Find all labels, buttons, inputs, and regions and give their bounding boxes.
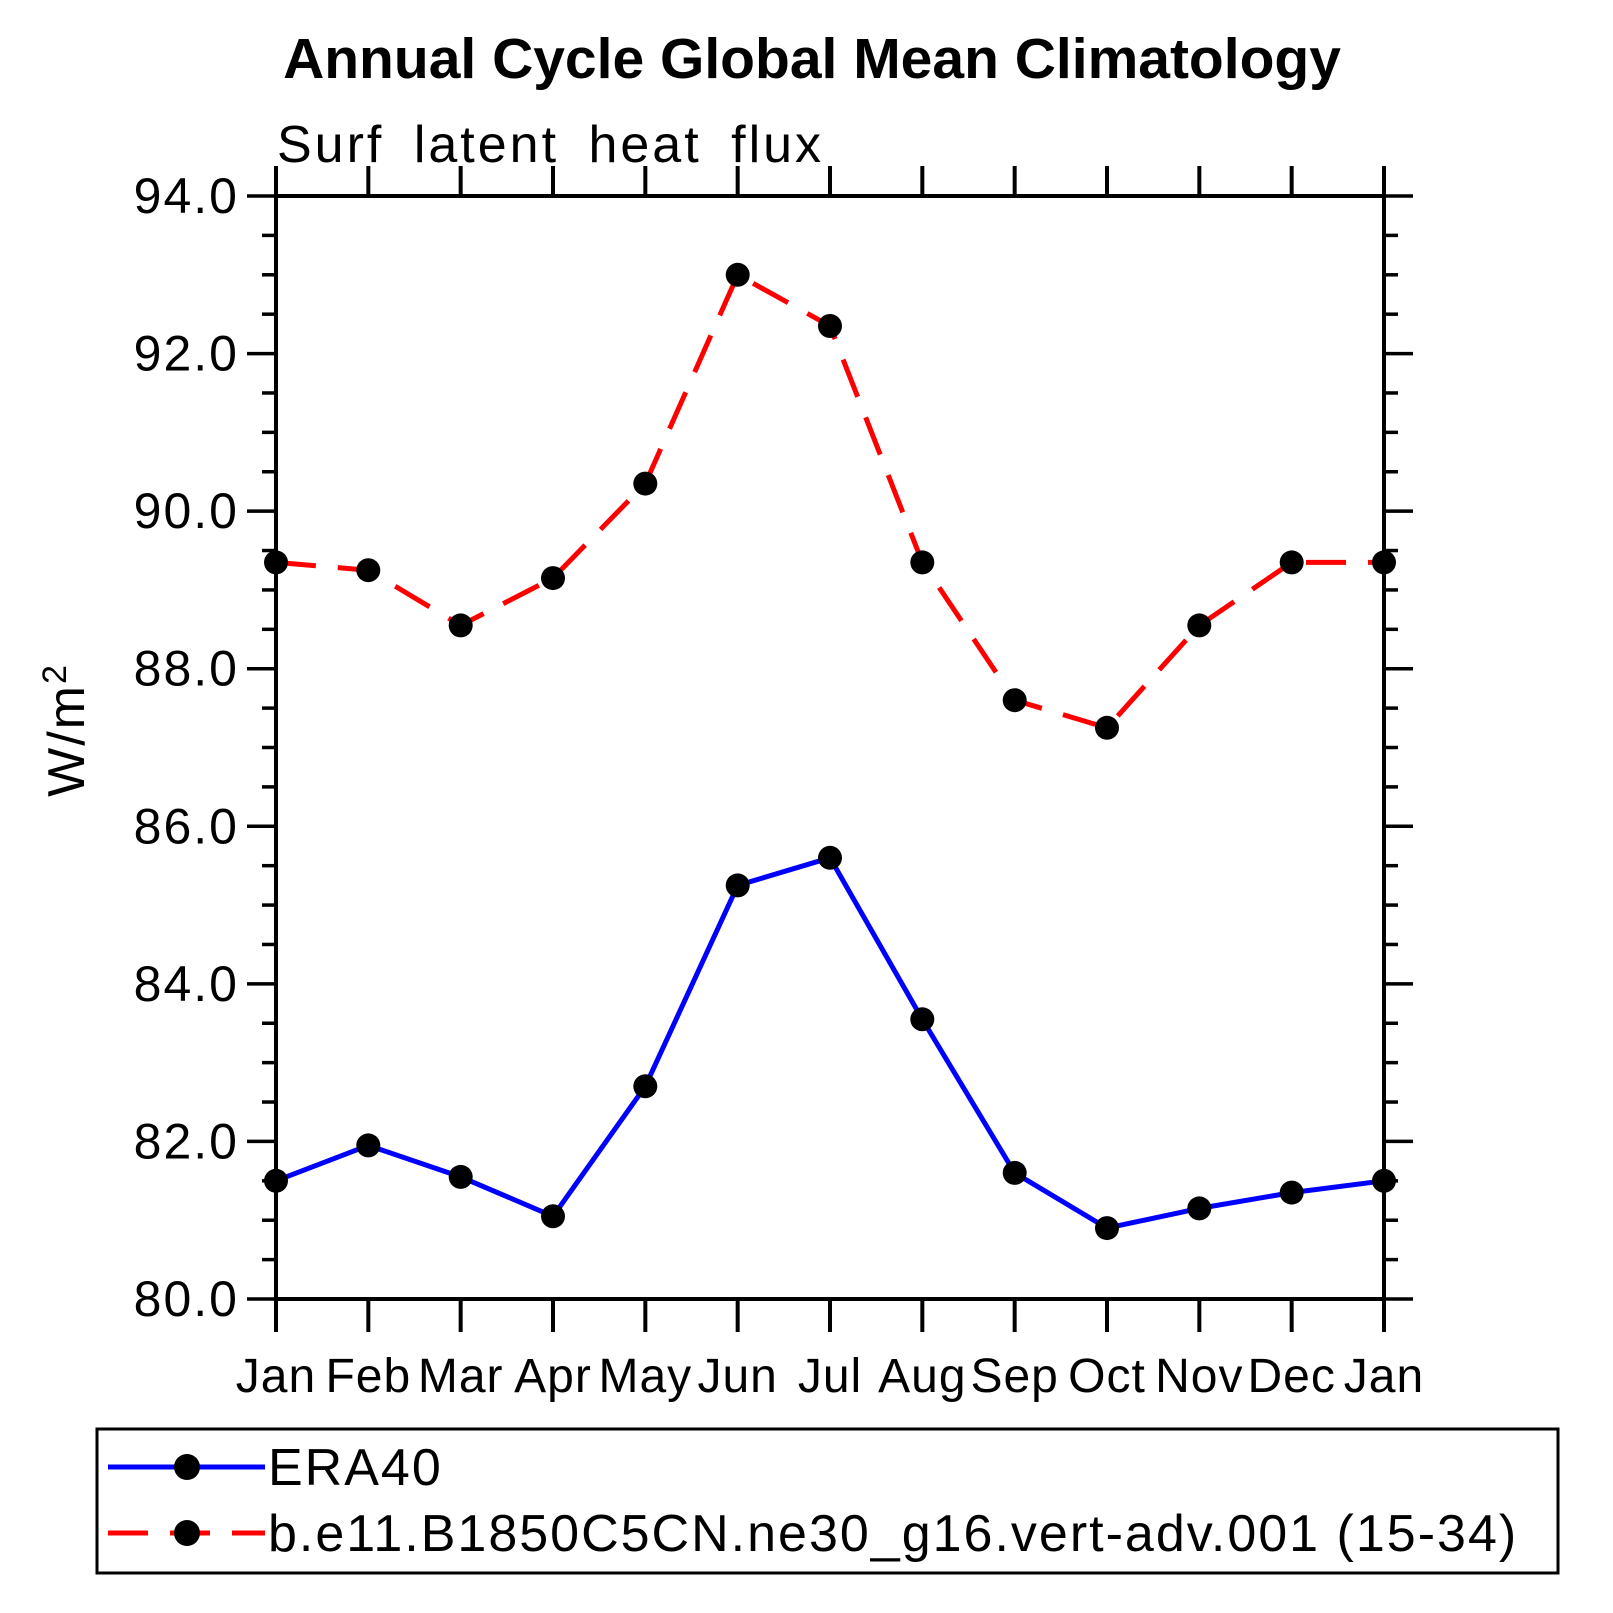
y-tick-label: 82.0 bbox=[134, 1113, 239, 1169]
data-point-marker bbox=[725, 262, 750, 287]
x-tick-label: Sep bbox=[970, 1350, 1058, 1403]
data-point-marker bbox=[356, 1133, 381, 1158]
chart-title: Annual Cycle Global Mean Climatology bbox=[283, 27, 1341, 91]
x-tick-label: Nov bbox=[1155, 1350, 1243, 1403]
x-tick-label: Feb bbox=[325, 1350, 411, 1403]
series-line-1 bbox=[275, 272, 1384, 731]
legend-label-era40: ERA40 bbox=[268, 1439, 443, 1497]
data-point-marker bbox=[448, 613, 473, 638]
legend-item-model: b.e11.B1850C5CN.ne30_g16.vert-adv.001 (1… bbox=[108, 1505, 1518, 1563]
x-axis-tick-labels: Jan Feb Mar Apr May Jun Jul Aug Sep Oct Nov Dec Jan bbox=[236, 1350, 1424, 1403]
data-point-marker bbox=[1002, 688, 1027, 713]
data-point-marker bbox=[910, 550, 935, 575]
x-tick-label: May bbox=[598, 1350, 692, 1403]
x-tick-label: Jan bbox=[1344, 1350, 1424, 1403]
x-tick-label: Dec bbox=[1247, 1350, 1335, 1403]
data-point-marker bbox=[1279, 550, 1304, 575]
y-tick-label: 90.0 bbox=[134, 483, 239, 539]
data-point-marker bbox=[1187, 1196, 1212, 1221]
data-point-marker bbox=[448, 1164, 473, 1189]
series-layer bbox=[264, 262, 1396, 1241]
x-tick-label: Apr bbox=[514, 1350, 592, 1403]
y-tick-label: 84.0 bbox=[134, 956, 239, 1012]
data-point-marker bbox=[910, 1007, 935, 1032]
x-tick-label: Jun bbox=[697, 1350, 777, 1403]
legend-marker-dot-icon bbox=[174, 1520, 200, 1546]
data-point-marker bbox=[356, 558, 381, 583]
data-point-marker bbox=[1187, 613, 1212, 638]
data-point-marker bbox=[1095, 715, 1119, 740]
data-point-marker bbox=[541, 1204, 565, 1229]
plot-border bbox=[274, 194, 1386, 1301]
legend-label-model: b.e11.B1850C5CN.ne30_g16.vert-adv.001 (1… bbox=[268, 1505, 1518, 1563]
y-tick-label: 94.0 bbox=[134, 168, 239, 224]
data-point-marker bbox=[725, 873, 750, 898]
x-tick-label: Oct bbox=[1068, 1350, 1146, 1403]
x-tick-label: Jan bbox=[236, 1350, 316, 1403]
series-line-0 bbox=[275, 855, 1385, 1231]
y-tick-label: 86.0 bbox=[134, 798, 239, 854]
y-axis-tick-labels: 80.0 82.0 84.0 86.0 88.0 90.0 92.0 94.0 bbox=[134, 168, 239, 1327]
y-axis-label: W/m2 bbox=[36, 663, 96, 797]
legend: ERA40 b.e11.B1850C5CN.ne30_g16.vert-adv.… bbox=[95, 1427, 1560, 1575]
x-tick-label: Jul bbox=[798, 1350, 862, 1403]
legend-marker-dot-icon bbox=[174, 1454, 200, 1480]
y-tick-label: 92.0 bbox=[134, 326, 239, 382]
data-point-marker bbox=[1279, 1180, 1304, 1205]
y-axis-ticks bbox=[247, 194, 1413, 1301]
y-tick-label: 80.0 bbox=[134, 1271, 239, 1327]
chart-subtitle: Surf latent heat flux bbox=[277, 116, 824, 174]
x-tick-label: Aug bbox=[878, 1350, 966, 1403]
data-point-marker bbox=[818, 845, 842, 870]
data-point-marker bbox=[1002, 1160, 1027, 1185]
data-point-marker bbox=[818, 314, 842, 338]
data-point-marker bbox=[541, 566, 565, 591]
data-point-marker bbox=[633, 471, 658, 496]
data-point-marker bbox=[633, 1074, 658, 1099]
x-axis-ticks bbox=[274, 166, 1386, 1332]
data-point-marker bbox=[1095, 1216, 1119, 1241]
legend-box bbox=[95, 1427, 1560, 1575]
x-tick-label: Mar bbox=[418, 1350, 504, 1403]
legend-item-era40: ERA40 bbox=[108, 1439, 443, 1497]
y-tick-label: 88.0 bbox=[134, 641, 239, 697]
